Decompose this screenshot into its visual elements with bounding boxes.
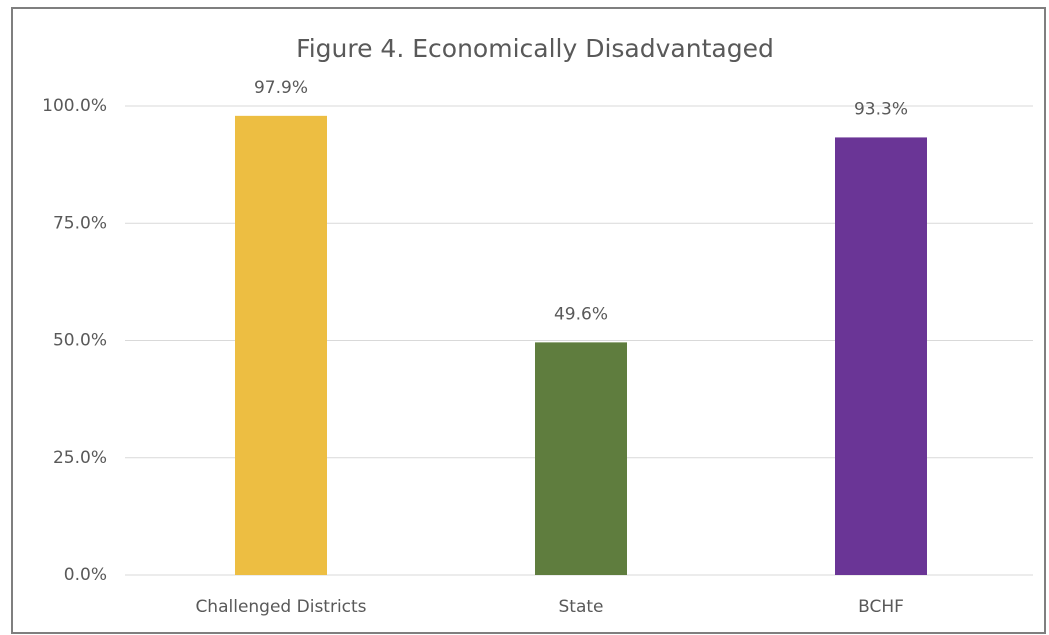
x-tick-label: State [559, 597, 604, 617]
bar [835, 137, 927, 575]
data-label: 97.9% [254, 78, 308, 98]
y-tick-label: 100.0% [42, 96, 107, 116]
x-tick-label: Challenged Districts [195, 597, 366, 617]
chart-title: Figure 4. Economically Disadvantaged [296, 34, 774, 63]
x-tick-label: BCHF [858, 597, 904, 617]
bar [535, 342, 627, 575]
bar [235, 115, 327, 575]
y-tick-label: 25.0% [53, 448, 107, 468]
y-tick-label: 0.0% [64, 565, 107, 585]
data-label: 93.3% [854, 99, 908, 119]
y-tick-label: 75.0% [53, 213, 107, 233]
y-tick-label: 50.0% [53, 331, 107, 351]
data-label: 49.6% [554, 304, 608, 324]
